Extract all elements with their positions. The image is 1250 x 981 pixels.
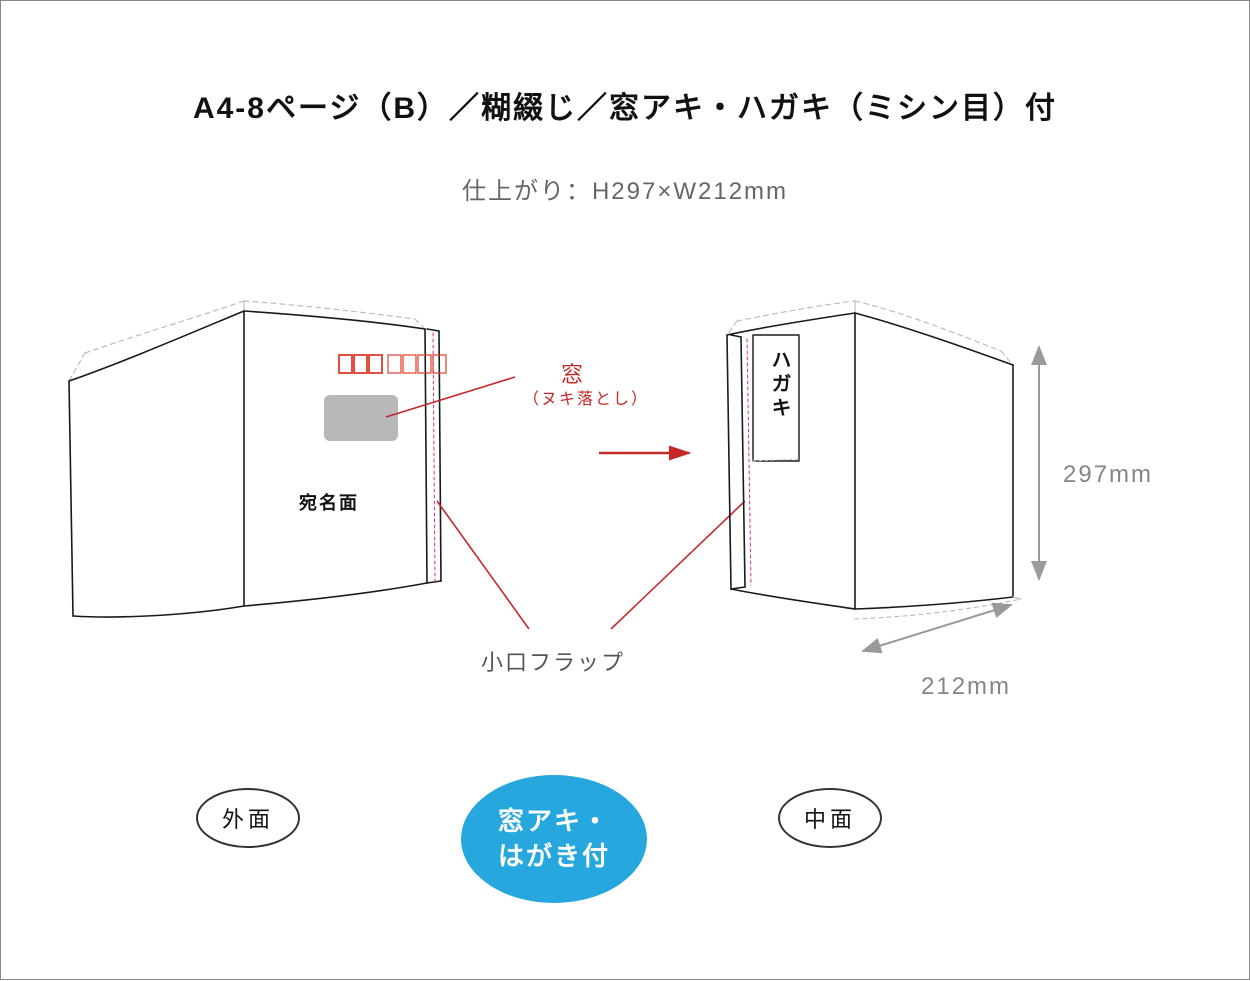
diagram-frame: A4-8ページ（B）／糊綴じ／窓アキ・ハガキ（ミシン目）付 仕上がり：H297×… bbox=[0, 0, 1250, 980]
dim-width-label: 212mm bbox=[921, 673, 1011, 701]
badge-feature-line1: 窓アキ・ bbox=[498, 804, 610, 839]
hagaki-label: ハガキ bbox=[765, 349, 794, 421]
window-sublabel: （ヌキ落とし） bbox=[523, 385, 649, 409]
flap-label: 小口フラップ bbox=[481, 645, 625, 677]
dim-height-label: 297mm bbox=[1063, 461, 1153, 489]
callout-flap-left bbox=[437, 501, 529, 629]
dim-width-arrow bbox=[863, 605, 1011, 651]
badge-inner-text: 中面 bbox=[804, 802, 856, 834]
badge-outer-text: 外面 bbox=[222, 802, 274, 834]
badge-feature: 窓アキ・ はがき付 bbox=[461, 775, 647, 903]
badge-outer-face: 外面 bbox=[196, 788, 300, 848]
badge-feature-line2: はがき付 bbox=[498, 839, 610, 874]
badge-inner-face: 中面 bbox=[778, 788, 882, 848]
postal-boxes bbox=[339, 355, 446, 373]
address-face-label: 宛名面 bbox=[299, 489, 359, 515]
callout-flap-right bbox=[611, 501, 745, 629]
booklet-outer bbox=[69, 301, 441, 617]
callout-window-line bbox=[386, 377, 515, 417]
